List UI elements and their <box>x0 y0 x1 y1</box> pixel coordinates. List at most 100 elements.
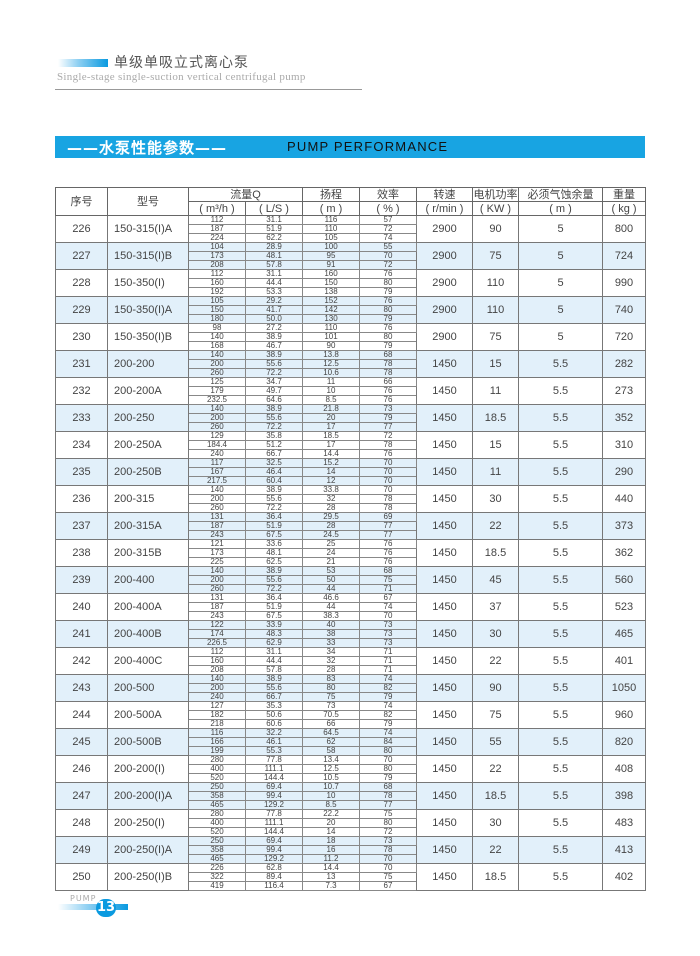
table-row: 240 66.7 75 79 <box>56 692 646 702</box>
model-cell: 200-500A <box>107 701 189 729</box>
speed-cell: 2900 <box>416 269 473 297</box>
page-number: 13 <box>96 899 116 917</box>
row-number: 226 <box>55 215 108 243</box>
row-number: 235 <box>55 458 108 486</box>
npsh-cell: 5 <box>518 296 603 324</box>
npsh-cell: 5.5 <box>518 863 603 891</box>
table-row: 240 200-400A 131 36.4 46.6 67 1450 37 5.5 523 <box>55 593 646 621</box>
page-subtitle: Single-stage single-suction vertical cen… <box>57 71 306 83</box>
weight-cell: 560 <box>602 566 646 594</box>
model-cell: 200-400A <box>107 593 189 621</box>
weight-cell: 408 <box>602 755 646 783</box>
npsh-cell: 5 <box>518 323 603 351</box>
power-cell: 30 <box>472 620 519 648</box>
npsh-cell: 5.5 <box>518 593 603 621</box>
speed-cell: 1450 <box>416 674 473 702</box>
weight-cell: 740 <box>602 296 646 324</box>
row-number: 228 <box>55 269 108 297</box>
table-row: 167 46.4 14 70 <box>56 467 646 477</box>
model-cell: 200-500 <box>107 674 189 702</box>
weight-cell: 990 <box>602 269 646 297</box>
power-cell: 11 <box>472 458 519 486</box>
table-row: 230 150-350(I)B 98 27.2 110 76 2900 75 5 720 <box>55 323 646 351</box>
power-cell: 15 <box>472 350 519 378</box>
speed-cell: 1450 <box>416 809 473 837</box>
weight-cell: 282 <box>602 350 646 378</box>
power-cell: 15 <box>472 431 519 459</box>
power-cell: 75 <box>472 323 519 351</box>
speed-cell: 1450 <box>416 485 473 513</box>
row-number: 249 <box>55 836 108 864</box>
weight-cell: 465 <box>602 620 646 648</box>
npsh-cell: 5 <box>518 215 603 243</box>
header-npsh: 必须气蚀余量 <box>518 187 603 202</box>
header-npsh-unit: ( m ) <box>518 201 603 216</box>
header-flow: 流量Q <box>188 187 303 202</box>
power-cell: 30 <box>472 485 519 513</box>
model-cell: 150-350(I) <box>107 269 189 297</box>
model-cell: 200-250(I)B <box>107 863 189 891</box>
power-cell: 18.5 <box>472 782 519 810</box>
weight-cell: 1050 <box>602 674 646 702</box>
row-number: 227 <box>55 242 108 270</box>
model-cell: 150-315(I)A <box>107 215 189 243</box>
table-row: 250 200-250(I)B 226 62.8 14.4 70 1450 18.5 5.5 40… <box>55 863 646 891</box>
model-cell: 200-315A <box>107 512 189 540</box>
table-row: 225 62.5 21 76 <box>56 557 646 567</box>
npsh-cell: 5.5 <box>518 539 603 567</box>
header-accent-bar <box>58 59 108 67</box>
weight-cell: 310 <box>602 431 646 459</box>
table-row: 208 57.8 91 72 <box>56 260 646 270</box>
model-cell: 200-400 <box>107 566 189 594</box>
row-number: 243 <box>55 674 108 702</box>
section-title-cn: ——水泵性能参数—— <box>67 139 228 157</box>
table-row: 419 116.4 7.3 67 <box>56 881 646 891</box>
table-row: 243 67.5 24.5 77 <box>56 530 646 540</box>
npsh-cell: 5.5 <box>518 701 603 729</box>
row-number: 230 <box>55 323 108 351</box>
power-cell: 22 <box>472 647 519 675</box>
speed-cell: 1450 <box>416 377 473 405</box>
table-row: 227 150-315(I)B 104 28.9 100 55 2900 75 5 724 <box>55 242 646 270</box>
power-cell: 18.5 <box>472 539 519 567</box>
weight-cell: 523 <box>602 593 646 621</box>
model-cell: 200-315 <box>107 485 189 513</box>
table-row: 217.5 60.4 12 70 <box>56 476 646 486</box>
weight-cell: 401 <box>602 647 646 675</box>
speed-cell: 1450 <box>416 647 473 675</box>
table-row: 247 200-200(I)A 250 69.4 10.7 68 1450 18.5 5.5 39… <box>55 782 646 810</box>
row-number: 229 <box>55 296 108 324</box>
weight-cell: 373 <box>602 512 646 540</box>
table-row: 248 200-250(I) 280 77.8 22.2 75 1450 30 5.5 483 <box>55 809 646 837</box>
footer-accent-bar <box>58 904 128 910</box>
header-speed: 转速 <box>416 187 473 202</box>
power-cell: 18.5 <box>472 863 519 891</box>
npsh-cell: 5 <box>518 242 603 270</box>
table-row: 228 150-350(I) 112 31.1 160 76 2900 110 5 990 <box>55 269 646 297</box>
header-divider <box>55 89 362 90</box>
speed-cell: 1450 <box>416 863 473 891</box>
header-power: 电机功率 <box>472 187 519 202</box>
head-cell: 7.3 <box>302 881 360 891</box>
table-row: 231 200-200 140 38.9 13.8 68 1450 15 5.5 282 <box>55 350 646 378</box>
row-number: 237 <box>55 512 108 540</box>
weight-cell: 800 <box>602 215 646 243</box>
power-cell: 18.5 <box>472 404 519 432</box>
npsh-cell: 5.5 <box>518 809 603 837</box>
row-number: 241 <box>55 620 108 648</box>
speed-cell: 1450 <box>416 593 473 621</box>
header-weight: 重量 <box>602 187 646 202</box>
speed-cell: 1450 <box>416 728 473 756</box>
power-cell: 11 <box>472 377 519 405</box>
table-row: 226 150-315(I)A 112 31.1 116 57 2900 90 5 800 <box>55 215 646 243</box>
weight-cell: 413 <box>602 836 646 864</box>
row-number: 239 <box>55 566 108 594</box>
footer-label: PUMP <box>70 894 97 903</box>
weight-cell: 290 <box>602 458 646 486</box>
weight-cell: 440 <box>602 485 646 513</box>
npsh-cell: 5.5 <box>518 647 603 675</box>
row-number: 242 <box>55 647 108 675</box>
row-number: 233 <box>55 404 108 432</box>
table-row: 249 200-250(I)A 250 69.4 18 73 1450 22 5.5 413 <box>55 836 646 864</box>
